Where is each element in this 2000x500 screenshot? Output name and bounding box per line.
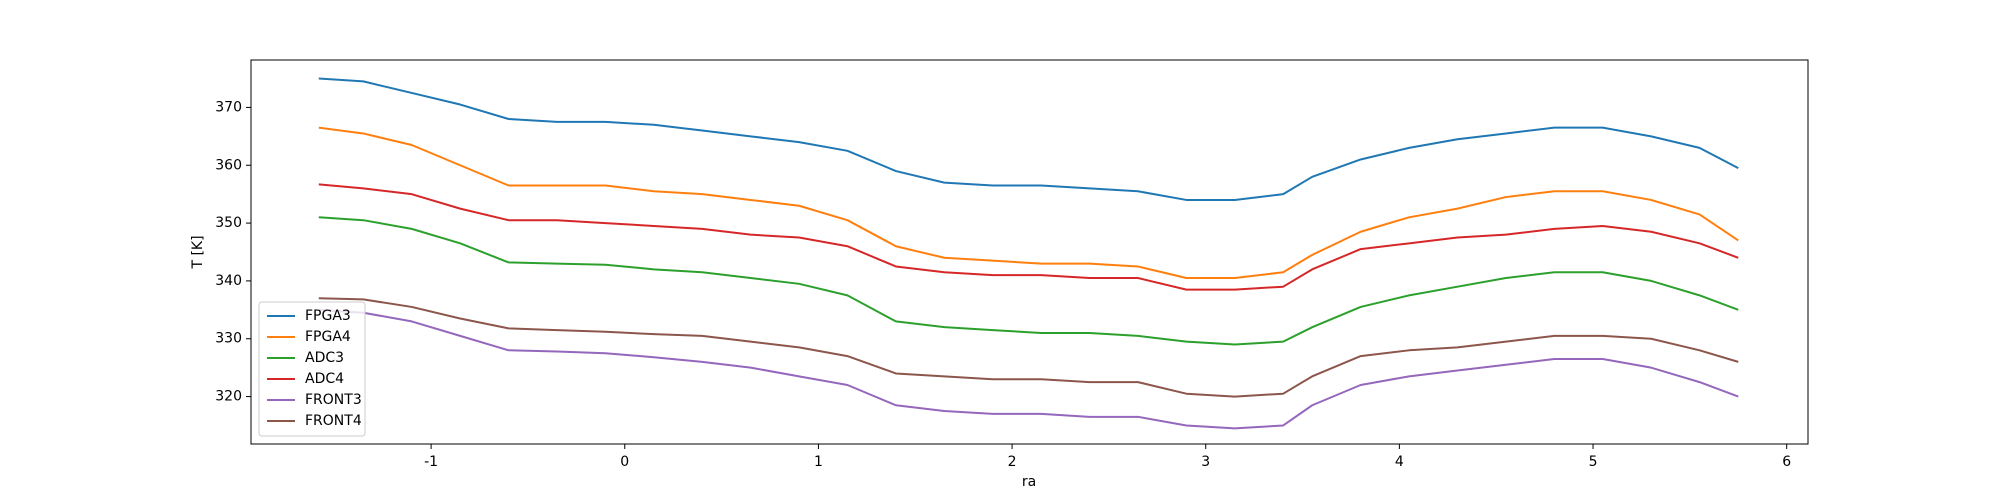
y-tick-label: 370 [215, 99, 242, 115]
x-tick-label: 3 [1201, 454, 1210, 470]
legend-label: ADC3 [305, 350, 344, 366]
legend-label: FPGA3 [305, 308, 351, 324]
y-axis-label: T [K] [190, 235, 206, 269]
legend-label: ADC4 [305, 371, 344, 387]
y-tick-label: 320 [215, 389, 242, 405]
series-line [318, 308, 1739, 430]
legend-label: FRONT4 [305, 413, 362, 429]
x-axis-label: ra [1022, 474, 1036, 490]
x-tick-label: 6 [1782, 454, 1791, 470]
series-line [318, 77, 1739, 201]
plot-frame [250, 59, 1809, 445]
series-line [318, 216, 1739, 346]
x-tick-label: 1 [814, 454, 823, 470]
x-tick-label: 4 [1395, 454, 1404, 470]
series-line [318, 126, 1739, 280]
legend-label: FRONT3 [305, 392, 362, 408]
legend-label: FPGA4 [305, 329, 351, 345]
series-line [318, 297, 1739, 398]
x-tick-label: -1 [424, 454, 438, 470]
y-tick-label: 350 [215, 215, 242, 231]
y-tick-label: 360 [215, 157, 242, 173]
legend-box [258, 301, 366, 437]
x-tick-label: 5 [1589, 454, 1598, 470]
x-tick-label: 2 [1008, 454, 1017, 470]
y-tick-label: 340 [215, 273, 242, 289]
series-line [318, 183, 1739, 291]
y-tick-label: 330 [215, 331, 242, 347]
x-tick-label: 0 [620, 454, 629, 470]
